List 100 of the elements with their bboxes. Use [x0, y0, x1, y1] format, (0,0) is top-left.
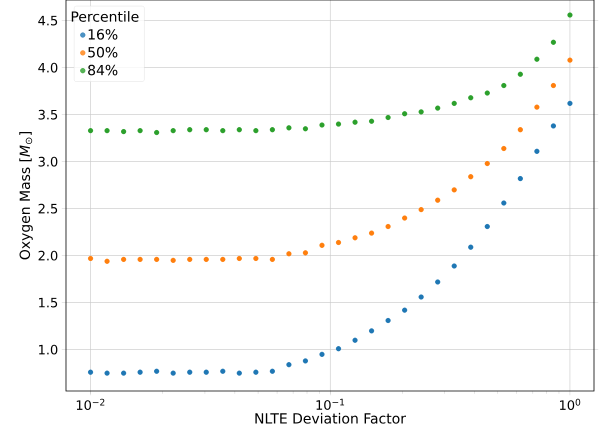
point	[501, 200, 506, 206]
legend-title: Percentile	[72, 11, 139, 22]
point	[484, 224, 490, 230]
y-tick-label: 2.5	[38, 204, 58, 214]
point	[104, 370, 110, 376]
point	[368, 118, 374, 124]
point	[220, 256, 226, 262]
point	[121, 256, 126, 262]
point	[236, 370, 242, 376]
legend-label: 50%	[88, 46, 118, 58]
point	[352, 338, 358, 343]
point	[170, 370, 176, 376]
point	[402, 308, 408, 313]
y-tick-label: 1.0	[39, 344, 58, 355]
point	[302, 250, 308, 256]
point	[319, 352, 325, 357]
point	[253, 256, 258, 262]
point	[220, 128, 226, 134]
point	[534, 104, 540, 110]
point	[567, 12, 573, 18]
y-tick-label: 1.5	[39, 298, 58, 308]
point	[452, 263, 457, 269]
point	[435, 279, 440, 285]
point	[518, 176, 523, 182]
x-tick-label: 10$^{−1}$	[316, 398, 344, 410]
point	[518, 72, 523, 77]
point	[352, 235, 358, 240]
point	[319, 122, 325, 128]
x-tick-label: 10$^{0}$	[560, 398, 580, 410]
point	[236, 256, 242, 262]
point	[484, 90, 490, 96]
y-tick-label: 4.0	[38, 62, 58, 73]
point	[187, 127, 192, 132]
point	[402, 215, 408, 221]
point	[352, 120, 358, 125]
point	[468, 174, 474, 180]
point	[286, 125, 292, 130]
legend-label: 16%	[88, 29, 118, 40]
point	[385, 224, 391, 230]
point	[550, 40, 556, 45]
point	[302, 358, 308, 364]
legend-label: 84%	[88, 64, 118, 76]
point	[534, 148, 540, 154]
point	[204, 127, 209, 132]
point	[418, 109, 424, 114]
point	[385, 318, 391, 324]
point	[204, 370, 209, 375]
point	[435, 105, 440, 111]
point	[385, 114, 391, 120]
point	[104, 258, 110, 264]
point	[270, 368, 275, 374]
point	[435, 198, 440, 203]
point	[368, 328, 374, 334]
point	[236, 127, 242, 132]
point	[220, 368, 226, 374]
point	[154, 368, 160, 374]
point	[170, 128, 176, 134]
point	[402, 111, 408, 116]
point	[104, 128, 110, 134]
point	[138, 128, 143, 134]
point	[154, 130, 160, 136]
point	[88, 128, 94, 134]
point	[121, 370, 126, 376]
point	[368, 230, 374, 236]
point	[501, 146, 506, 152]
x-axis-title: NLTE Deviation Factor	[255, 412, 406, 424]
point	[88, 256, 94, 262]
point	[302, 126, 308, 132]
y-tick-label: 3.5	[38, 110, 58, 120]
point	[468, 244, 474, 250]
point	[468, 95, 474, 100]
point	[253, 128, 258, 134]
point	[154, 256, 160, 262]
point	[550, 123, 556, 129]
point	[336, 346, 342, 352]
point	[286, 362, 292, 368]
point	[270, 256, 275, 262]
point	[484, 160, 490, 166]
point	[270, 127, 275, 132]
point	[88, 370, 94, 375]
point	[286, 251, 292, 256]
y-tick-label: 2.0	[38, 250, 58, 261]
point	[452, 187, 457, 192]
point	[187, 370, 192, 375]
y-tick-label: 4.5	[38, 16, 58, 26]
point	[501, 82, 506, 88]
point	[336, 121, 342, 127]
point	[204, 256, 209, 262]
point	[567, 100, 573, 106]
point	[567, 58, 573, 63]
point	[418, 294, 424, 300]
point	[418, 207, 424, 212]
point	[534, 56, 540, 62]
point	[121, 128, 126, 134]
point	[336, 240, 342, 246]
point	[187, 256, 192, 262]
point	[452, 100, 457, 106]
point	[138, 256, 143, 262]
x-tick-label: 10$^{−2}$	[76, 398, 104, 410]
point	[518, 127, 523, 132]
